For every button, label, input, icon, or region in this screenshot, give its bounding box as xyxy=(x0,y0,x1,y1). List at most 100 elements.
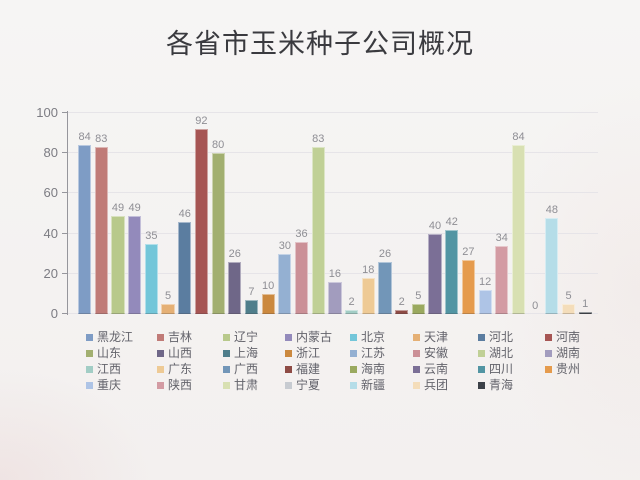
bar xyxy=(378,261,392,314)
legend-label: 上海 xyxy=(234,346,259,360)
bar-value-label: 10 xyxy=(262,279,275,292)
legend-label: 新疆 xyxy=(361,378,386,392)
bar-value-label: 16 xyxy=(328,267,342,280)
bar-column: 46 xyxy=(178,113,192,314)
legend-item: 黑龙江 xyxy=(86,331,157,344)
bar-column: 48 xyxy=(545,113,559,314)
bar-value-label: 49 xyxy=(111,201,125,214)
bar xyxy=(395,309,409,314)
bar-value-label: 5 xyxy=(565,289,572,302)
bar-series: 84 83 49 49 35 5 46 92 80 26 7 10 30 36 83 16 2 18 26 2 5 40 4… xyxy=(78,113,592,314)
bar-column: 84 xyxy=(78,113,92,314)
legend-item: 陕西 xyxy=(157,379,223,392)
y-axis-tick xyxy=(62,273,67,274)
gridline xyxy=(68,112,598,113)
bar-column: 34 xyxy=(495,113,509,314)
bar xyxy=(311,147,325,314)
y-axis-tick xyxy=(62,233,67,234)
legend-label: 湖北 xyxy=(489,346,514,360)
bar-column: 84 xyxy=(511,113,526,314)
bar xyxy=(328,281,342,314)
legend-label: 江西 xyxy=(97,362,122,376)
legend-item: 宁夏 xyxy=(285,379,350,392)
legend-item: 河南 xyxy=(545,331,603,344)
legend-swatch xyxy=(86,366,93,373)
legend-item: 四川 xyxy=(478,363,545,376)
legend-swatch xyxy=(478,382,485,389)
bar xyxy=(361,277,375,314)
legend-swatch xyxy=(478,334,485,341)
legend-swatch xyxy=(86,334,93,341)
legend-swatch xyxy=(413,350,420,357)
legend-item: 吉林 xyxy=(157,331,223,344)
legend-label: 四川 xyxy=(489,362,514,376)
bar-column: 26 xyxy=(378,113,392,314)
legend-swatch xyxy=(413,366,420,373)
legend-label: 云南 xyxy=(424,362,449,376)
legend-item: 云南 xyxy=(413,363,478,376)
bar-value-label: 80 xyxy=(211,139,225,152)
bar-column: 36 xyxy=(294,113,309,314)
bar-column: 49 xyxy=(128,113,142,314)
legend-swatch xyxy=(413,334,420,341)
legend-label: 宁夏 xyxy=(296,378,321,392)
legend-swatch xyxy=(545,334,552,341)
y-axis-tick xyxy=(62,112,67,113)
bar-value-label: 27 xyxy=(462,245,475,258)
legend-swatch xyxy=(157,334,164,341)
bar-column: 7 xyxy=(244,113,259,314)
bar-column: 40 xyxy=(428,113,442,314)
legend-label: 吉林 xyxy=(168,330,193,344)
legend-item: 天津 xyxy=(413,331,478,344)
plot-area: 0 20 40 60 80 100 84 83 49 49 35 5 46 92 80 26 7 10 30 36 8… xyxy=(36,105,598,321)
bar xyxy=(495,245,509,314)
bar-column: 10 xyxy=(261,113,275,314)
bar-column: 26 xyxy=(228,113,242,314)
legend-swatch xyxy=(157,382,164,389)
legend-label: 青海 xyxy=(489,378,514,392)
legend-item: 福建 xyxy=(285,363,350,376)
bar-value-label: 26 xyxy=(228,247,241,260)
bar-value-label: 5 xyxy=(164,289,172,302)
bar xyxy=(461,259,475,314)
legend-label: 福建 xyxy=(296,362,321,376)
legend-label: 湖南 xyxy=(556,346,581,360)
legend-label: 海南 xyxy=(361,362,386,376)
bar-value-label: 35 xyxy=(145,229,158,242)
bar-value-label: 18 xyxy=(362,263,375,276)
legend-label: 广东 xyxy=(168,362,193,376)
legend-item: 安徽 xyxy=(413,347,478,360)
legend-swatch xyxy=(223,366,230,373)
legend-item: 重庆 xyxy=(86,379,157,392)
bar-value-label: 34 xyxy=(495,231,508,244)
gridline xyxy=(68,233,598,234)
y-axis-tick-label: 80 xyxy=(43,145,58,160)
bar-value-label: 2 xyxy=(398,295,405,308)
bar-column: 92 xyxy=(194,113,208,314)
legend-item: 海南 xyxy=(350,363,413,376)
bar-value-label: 84 xyxy=(512,131,525,144)
y-axis-tick-label: 20 xyxy=(43,266,58,281)
bar xyxy=(511,145,526,314)
legend-item: 山东 xyxy=(86,347,157,360)
bar xyxy=(94,147,108,314)
bar-value-label: 0 xyxy=(532,300,539,312)
bar-value-label: 26 xyxy=(378,247,392,260)
legend-item: 江苏 xyxy=(350,347,413,360)
legend-swatch xyxy=(157,350,164,357)
legend-label: 甘肃 xyxy=(234,378,259,392)
legend-item: 上海 xyxy=(223,347,285,360)
legend-label: 天津 xyxy=(424,330,449,344)
bar-column: 12 xyxy=(478,113,492,314)
bar-value-label: 49 xyxy=(128,201,141,214)
legend-swatch xyxy=(285,334,292,341)
legend-label: 黑龙江 xyxy=(97,330,134,344)
legend-item: 新疆 xyxy=(350,379,413,392)
legend-item: 贵州 xyxy=(545,363,603,376)
legend: 黑龙江 吉林 辽宁 内蒙古 北京 天津 河北 河南 山东 山西 上海 浙江 江苏 安徽 湖北 湖南 江西 广东 广西… xyxy=(86,331,603,392)
legend-swatch xyxy=(285,350,292,357)
legend-swatch xyxy=(86,350,93,357)
bar-value-label: 48 xyxy=(545,203,558,216)
legend-item: 甘肃 xyxy=(223,379,285,392)
bar-column: 2 xyxy=(395,113,409,314)
